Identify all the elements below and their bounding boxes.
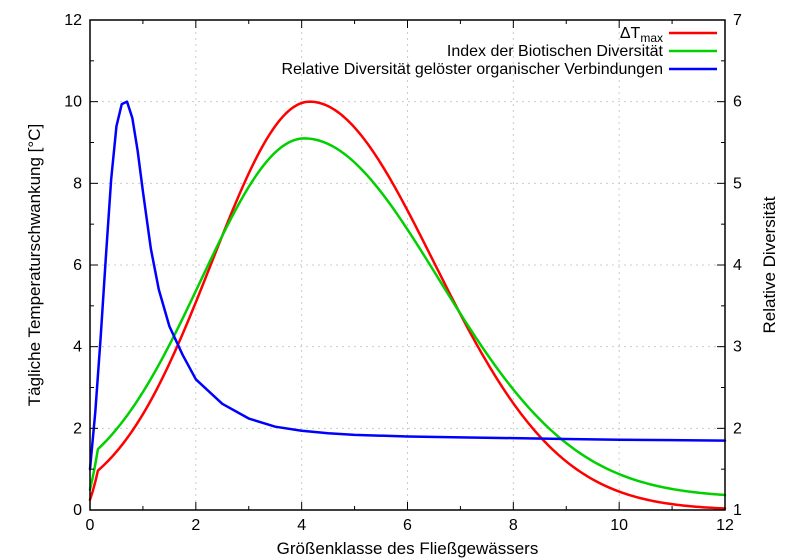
x-tick-label: 0 (86, 517, 95, 534)
y-right-axis-label: Relative Diversität (760, 196, 779, 333)
y-left-axis-label: Tägliche Temperaturschwankung [°C] (25, 124, 44, 406)
x-axis-label: Größenklasse des Fließgewässers (277, 539, 539, 558)
x-tick-label: 2 (191, 517, 200, 534)
x-tick-label: 8 (509, 517, 518, 534)
legend-label: Index der Biotischen Diversität (447, 43, 664, 60)
x-tick-label: 6 (403, 517, 412, 534)
chart-container: 0246810120246810121234567Größenklasse de… (0, 0, 800, 560)
y-left-tick-label: 0 (73, 502, 82, 519)
y-left-tick-label: 8 (73, 175, 82, 192)
y-right-tick-label: 3 (733, 339, 742, 356)
x-tick-label: 4 (297, 517, 306, 534)
legend-label: Relative Diversität gelöster organischer… (281, 61, 663, 78)
y-right-tick-label: 1 (733, 502, 742, 519)
y-right-tick-label: 6 (733, 94, 742, 111)
chart-svg: 0246810120246810121234567Größenklasse de… (0, 0, 800, 560)
y-left-tick-label: 4 (73, 339, 82, 356)
y-right-tick-label: 4 (733, 257, 742, 274)
x-tick-label: 12 (716, 517, 734, 534)
y-right-tick-label: 7 (733, 12, 742, 29)
y-left-tick-label: 6 (73, 257, 82, 274)
y-right-tick-label: 5 (733, 175, 742, 192)
y-left-tick-label: 2 (73, 420, 82, 437)
y-right-tick-label: 2 (733, 420, 742, 437)
y-left-tick-label: 12 (64, 12, 82, 29)
y-left-tick-label: 10 (64, 94, 82, 111)
x-tick-label: 10 (610, 517, 628, 534)
